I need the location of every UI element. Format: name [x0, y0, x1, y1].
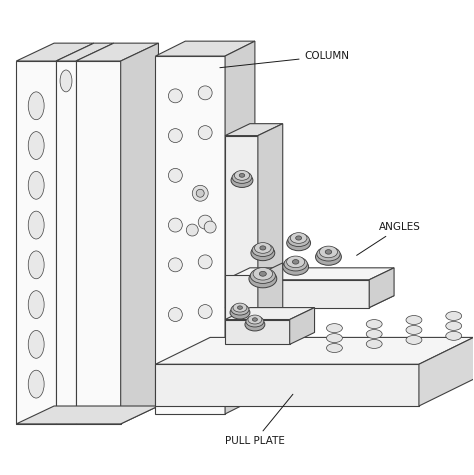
Ellipse shape — [28, 370, 44, 398]
Ellipse shape — [292, 260, 299, 264]
Ellipse shape — [60, 70, 72, 92]
Ellipse shape — [168, 169, 182, 182]
Ellipse shape — [327, 333, 342, 342]
Polygon shape — [258, 263, 283, 320]
Ellipse shape — [253, 267, 273, 280]
Ellipse shape — [446, 332, 462, 340]
Ellipse shape — [186, 224, 198, 236]
Ellipse shape — [198, 354, 212, 368]
Ellipse shape — [198, 255, 212, 269]
Polygon shape — [16, 61, 56, 424]
Ellipse shape — [327, 343, 342, 352]
Polygon shape — [225, 280, 369, 308]
Ellipse shape — [28, 331, 44, 358]
Polygon shape — [155, 364, 419, 406]
Ellipse shape — [317, 247, 340, 261]
Polygon shape — [225, 135, 258, 280]
Ellipse shape — [28, 211, 44, 239]
Ellipse shape — [325, 250, 332, 254]
Polygon shape — [419, 337, 474, 406]
Polygon shape — [76, 43, 158, 61]
Polygon shape — [16, 406, 158, 424]
Polygon shape — [155, 41, 255, 56]
Ellipse shape — [327, 323, 342, 332]
Ellipse shape — [168, 129, 182, 142]
Ellipse shape — [196, 189, 204, 197]
Ellipse shape — [245, 318, 265, 331]
Ellipse shape — [251, 245, 275, 261]
Polygon shape — [258, 124, 283, 280]
Ellipse shape — [246, 316, 264, 327]
Ellipse shape — [239, 173, 245, 177]
Ellipse shape — [446, 312, 462, 321]
Polygon shape — [121, 43, 158, 424]
Ellipse shape — [198, 304, 212, 319]
Polygon shape — [369, 268, 394, 308]
Text: ANGLES: ANGLES — [356, 222, 421, 256]
Ellipse shape — [250, 268, 275, 284]
Ellipse shape — [28, 291, 44, 319]
Polygon shape — [225, 308, 315, 320]
Ellipse shape — [231, 304, 249, 315]
Polygon shape — [155, 56, 225, 414]
Ellipse shape — [260, 246, 266, 250]
Polygon shape — [225, 124, 283, 135]
Ellipse shape — [446, 322, 462, 331]
Polygon shape — [155, 337, 474, 364]
Ellipse shape — [366, 320, 382, 329]
Ellipse shape — [233, 303, 247, 312]
Ellipse shape — [288, 233, 310, 247]
Polygon shape — [76, 61, 121, 424]
Ellipse shape — [255, 243, 271, 253]
Polygon shape — [225, 41, 255, 414]
Ellipse shape — [198, 126, 212, 140]
Polygon shape — [56, 61, 76, 424]
Ellipse shape — [287, 256, 305, 268]
Ellipse shape — [284, 256, 307, 271]
Polygon shape — [16, 43, 94, 61]
Text: PULL PLATE: PULL PLATE — [225, 394, 293, 446]
Text: COLUMN: COLUMN — [220, 51, 350, 68]
Ellipse shape — [406, 325, 422, 334]
Ellipse shape — [237, 306, 243, 309]
Polygon shape — [225, 268, 394, 280]
Ellipse shape — [28, 132, 44, 160]
Ellipse shape — [231, 173, 253, 188]
Ellipse shape — [252, 243, 273, 256]
Ellipse shape — [248, 315, 262, 324]
Ellipse shape — [319, 246, 337, 258]
Ellipse shape — [230, 306, 250, 319]
Ellipse shape — [406, 335, 422, 344]
Ellipse shape — [316, 248, 341, 265]
Ellipse shape — [283, 258, 309, 275]
Ellipse shape — [366, 340, 382, 349]
Polygon shape — [225, 275, 258, 320]
Ellipse shape — [192, 185, 208, 201]
Polygon shape — [56, 43, 114, 61]
Ellipse shape — [28, 92, 44, 120]
Ellipse shape — [168, 218, 182, 232]
Ellipse shape — [234, 171, 250, 180]
Ellipse shape — [259, 271, 266, 276]
Ellipse shape — [204, 221, 216, 233]
Ellipse shape — [168, 89, 182, 103]
Ellipse shape — [198, 86, 212, 100]
Ellipse shape — [232, 171, 252, 183]
Ellipse shape — [249, 270, 277, 288]
Ellipse shape — [28, 171, 44, 199]
Polygon shape — [225, 320, 290, 344]
Ellipse shape — [253, 318, 257, 321]
Ellipse shape — [198, 215, 212, 229]
Ellipse shape — [287, 235, 310, 251]
Ellipse shape — [168, 258, 182, 272]
Ellipse shape — [168, 308, 182, 322]
Ellipse shape — [366, 330, 382, 339]
Ellipse shape — [296, 236, 301, 240]
Ellipse shape — [406, 315, 422, 324]
Ellipse shape — [28, 251, 44, 279]
Ellipse shape — [290, 233, 307, 243]
Polygon shape — [225, 295, 394, 308]
Polygon shape — [290, 308, 315, 344]
Ellipse shape — [168, 357, 182, 371]
